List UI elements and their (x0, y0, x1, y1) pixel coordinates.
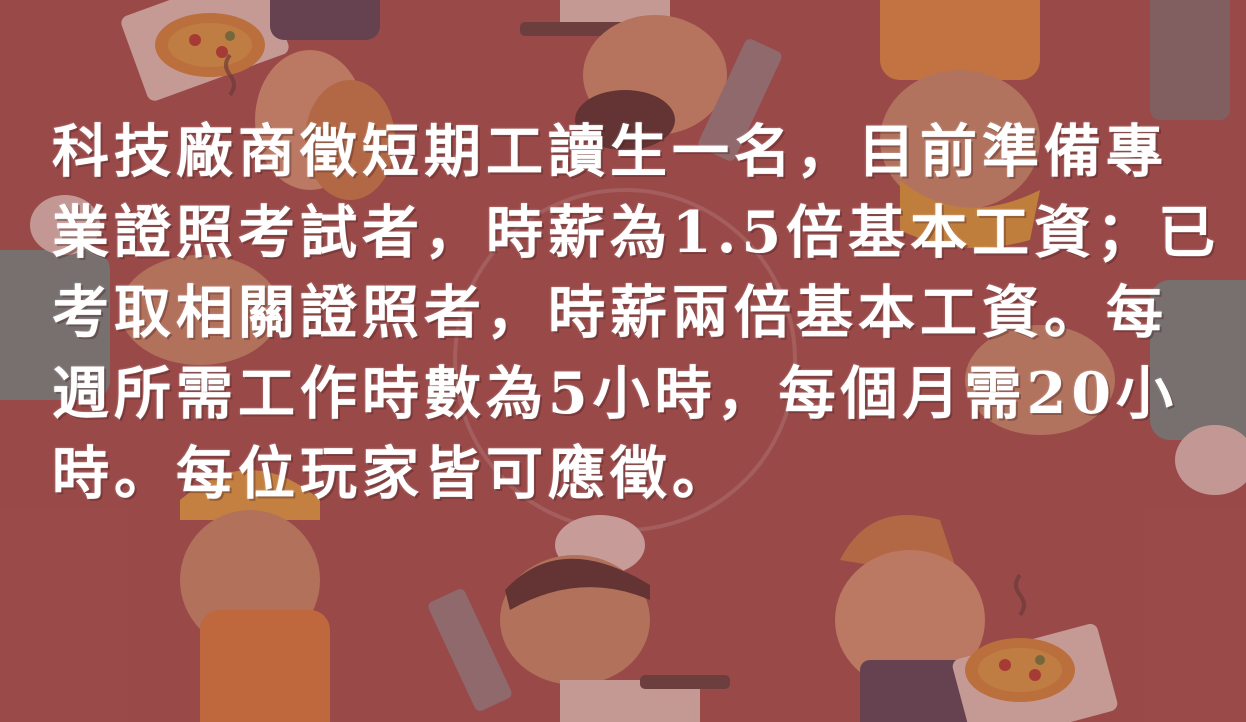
pizza-icon (952, 623, 1118, 722)
caption-text: 科技廠商徵短期工讀生一名，目前準備專業證照考試者，時薪為1.5倍基本工資；已考取… (52, 118, 1221, 507)
chef-figure-icon (520, 0, 782, 161)
chef-figure-icon (428, 515, 730, 722)
person-figure-icon (255, 0, 395, 200)
person-figure-icon (880, 0, 1230, 248)
steam-icon (224, 53, 1026, 617)
person-figure-icon (835, 515, 985, 722)
worker-figure-icon (180, 470, 330, 722)
person-figure-icon (0, 195, 280, 400)
person-figure-icon (965, 280, 1246, 495)
pizza-icon (121, 0, 289, 101)
